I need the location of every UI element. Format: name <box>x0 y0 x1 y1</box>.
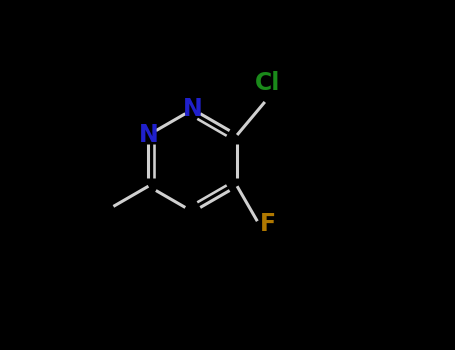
Text: N: N <box>138 123 158 147</box>
Text: F: F <box>260 212 276 236</box>
Text: Cl: Cl <box>255 71 280 95</box>
Text: N: N <box>183 97 202 121</box>
